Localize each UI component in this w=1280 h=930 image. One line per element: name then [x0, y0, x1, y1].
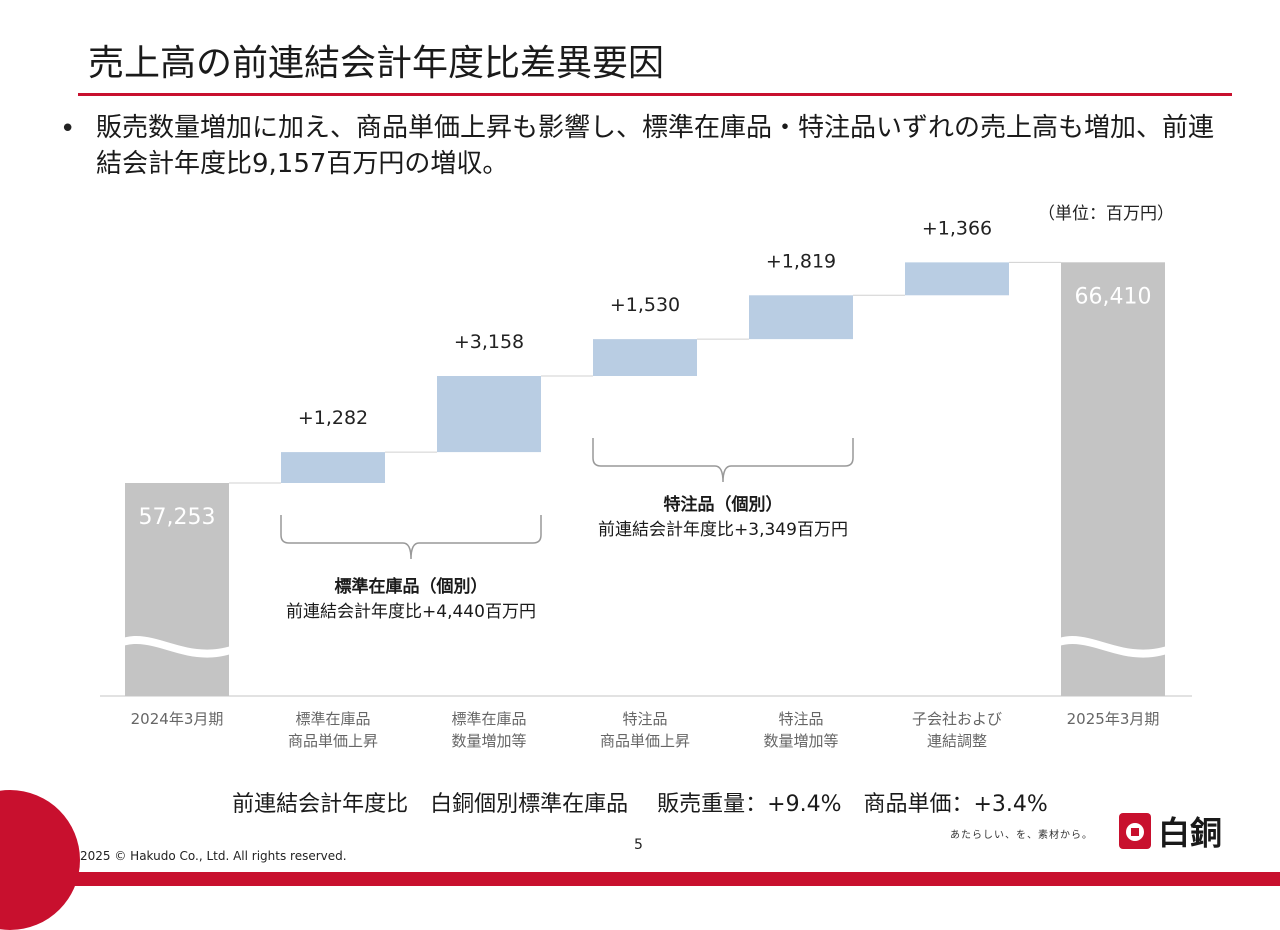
increase-value-label: +1,530 [610, 294, 680, 316]
company-tagline: あたらしい、を、素材から。 [950, 830, 1093, 841]
total-value-label: 66,410 [1075, 284, 1152, 309]
logo-icon [1119, 813, 1151, 849]
increase-value-label: +1,282 [298, 407, 368, 429]
unit-label: （単位：百万円） [1038, 204, 1174, 224]
total-value-label: 57,253 [139, 505, 216, 530]
summary-line: 前連結会計年度比 白銅個別標準在庫品 販売重量：+9.4% 商品単価：+3.4% [232, 792, 1048, 817]
group-bracket [592, 438, 854, 483]
page-number: 5 [634, 837, 643, 853]
category-tick-label: 連結調整 [927, 732, 987, 750]
bullet-icon: • [60, 114, 76, 144]
category-tick-label: 子会社および [912, 710, 1002, 728]
footer-bar [0, 872, 1280, 886]
category-tick-label: 商品単価上昇 [288, 732, 378, 750]
increase-bar [905, 262, 1009, 296]
increase-bar [593, 339, 697, 376]
group-detail: 前連結会計年度比+3,349百万円 [598, 520, 848, 540]
copyright: 2025 © Hakudo Co., Ltd. All rights reser… [80, 849, 347, 863]
group-detail: 前連結会計年度比+4,440百万円 [286, 602, 536, 622]
increase-bar [281, 452, 385, 483]
summary-bullet: 販売数量増加に加え、商品単価上昇も影響し、標準在庫品・特注品いずれの売上高も増加… [96, 113, 1215, 179]
increase-value-label: +3,158 [454, 331, 524, 353]
category-tick-label: 2025年3月期 [1067, 710, 1160, 728]
category-tick-label: 特注品 [778, 710, 823, 728]
increase-bar [749, 295, 853, 340]
category-tick-label: 2024年3月期 [131, 710, 224, 728]
group-title: 特注品（個別） [664, 494, 783, 515]
total-bar [125, 483, 229, 696]
increase-bar [437, 375, 541, 453]
page-title: 売上高の前連結会計年度比差異要因 [88, 43, 665, 84]
total-bar [1061, 262, 1165, 696]
title-divider [78, 93, 1232, 96]
axis-break-mark [123, 636, 231, 658]
group-title: 標準在庫品（個別） [335, 576, 488, 597]
category-tick-label: 商品単価上昇 [600, 732, 690, 750]
group-bracket [280, 515, 542, 560]
category-tick-label: 標準在庫品 [451, 710, 526, 728]
company-logo-text: 白銅 [1158, 814, 1223, 852]
increase-value-label: +1,366 [922, 217, 992, 239]
axis-break-mark [1059, 636, 1167, 658]
category-tick-label: 標準在庫品 [295, 710, 370, 728]
category-tick-label: 特注品 [622, 710, 667, 728]
category-tick-label: 数量増加等 [451, 732, 526, 750]
increase-value-label: +1,819 [766, 250, 836, 272]
category-tick-label: 数量増加等 [763, 732, 838, 750]
